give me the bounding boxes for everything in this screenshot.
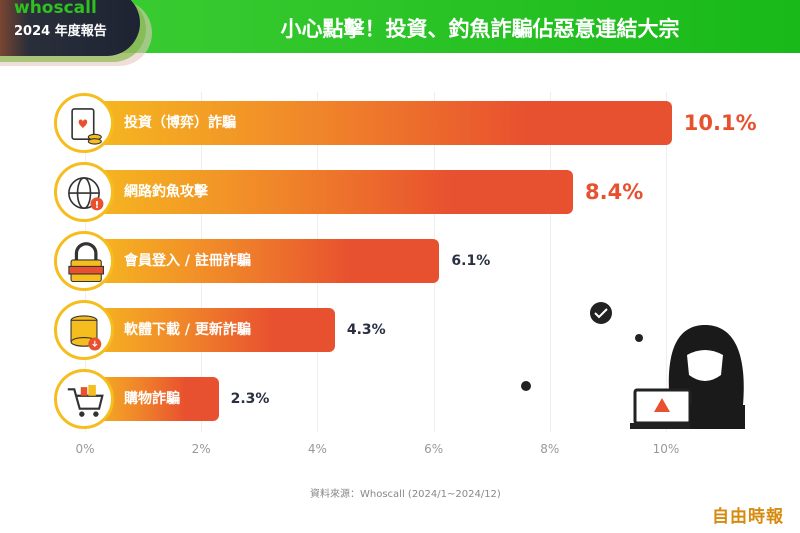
bar [85, 101, 672, 145]
x-tick-label: 10% [652, 442, 680, 456]
globe-alert-icon: ! [54, 162, 114, 222]
shopping-cart-icon [54, 369, 114, 429]
gridline [666, 92, 667, 432]
virus-icon [635, 334, 643, 342]
x-tick-label: 4% [307, 442, 327, 456]
data-label: 6.1% [451, 253, 491, 269]
source-note: 資料來源：Whoscall (2024/1~2024/12) [310, 489, 501, 500]
brand-badge: whoscall 2024 年度報告 [0, 0, 140, 56]
data-label: 2.3% [230, 391, 270, 407]
x-tick-label: 6% [424, 442, 444, 456]
gridline [549, 92, 551, 432]
watermark-logo: 自由時報 [712, 507, 784, 527]
report-year: 2024 年度報告 [14, 24, 107, 39]
padlock-icon [54, 231, 114, 291]
whoscall-logo: whoscall [14, 0, 97, 18]
category-label: 購物詐騙 [124, 391, 180, 407]
chart-title: 小心點擊！投資、釣魚詐騙佔惡意連結大宗 [280, 17, 680, 41]
cards-coins-icon [54, 93, 114, 153]
data-label: 8.4% [585, 180, 644, 204]
category-label: 會員登入 / 註冊詐騙 [124, 253, 251, 269]
virus-icon [590, 302, 612, 324]
svg-text:!: ! [95, 200, 99, 211]
hacker-illustration [521, 302, 745, 429]
category-label: 軟體下載 / 更新詐騙 [124, 322, 251, 338]
data-label: 4.3% [346, 322, 386, 338]
virus-icon [521, 381, 531, 391]
category-label: 網路釣魚攻擊 [124, 184, 208, 200]
bar [85, 239, 440, 283]
database-download-icon [54, 300, 114, 360]
x-tick-label: 2% [191, 442, 211, 456]
header-banner: whoscall 2024 年度報告 小心點擊！投資、釣魚詐騙佔惡意連結大宗 [0, 0, 800, 56]
bar [85, 170, 574, 214]
category-label: 投資（博弈）詐騙 [124, 115, 236, 131]
x-tick-label: 0% [75, 442, 95, 456]
bar [85, 308, 335, 352]
data-label: 10.1% [683, 111, 757, 135]
x-tick-label: 8% [540, 442, 560, 456]
